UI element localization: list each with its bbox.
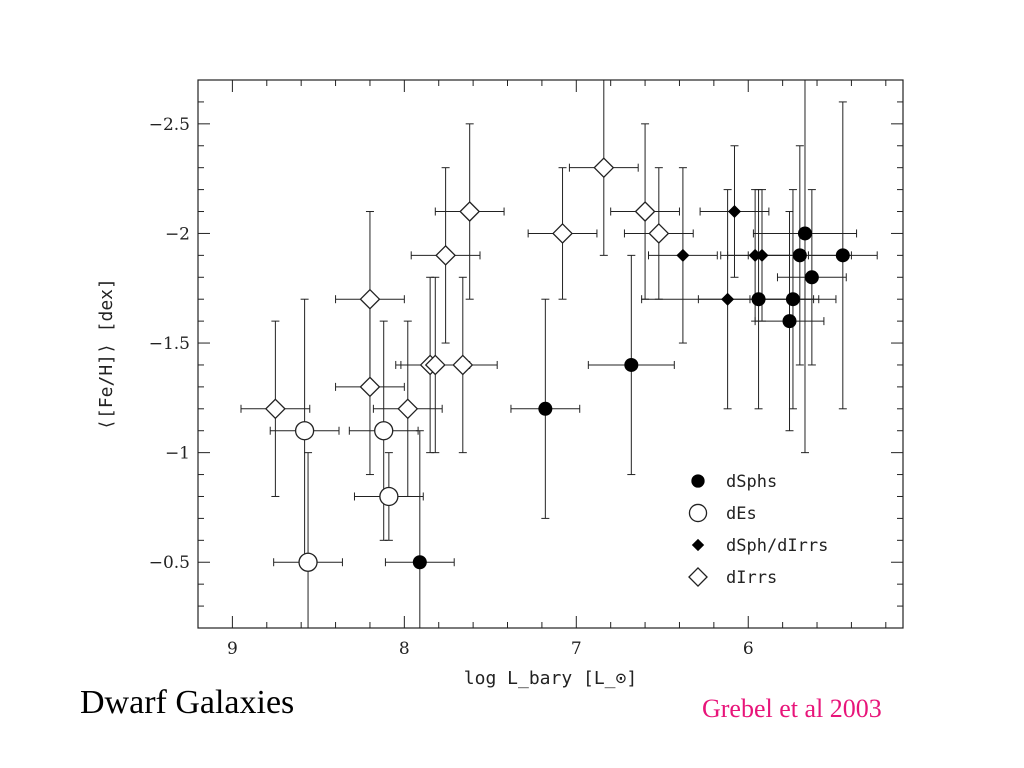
axes: 9 8 7 6 −2.5 −2 −1.5 −1 −0.5 log L_bary [L_⊙] ⟨[Fe…	[96, 79, 904, 689]
legend-label: dSph/dIrrs	[726, 536, 828, 556]
x-axis-label: log L_bary [L_⊙]	[464, 668, 637, 689]
marker-dsph	[538, 401, 553, 416]
legend-label: dSphs	[726, 472, 777, 492]
marker-dirr	[397, 398, 419, 420]
y-tick-label: −2	[165, 224, 190, 244]
y-tick-label: −1.5	[149, 334, 190, 354]
y-tick-label: −0.5	[149, 553, 190, 573]
citation: Grebel et al 2003	[702, 694, 882, 723]
data-markers	[264, 157, 850, 572]
marker-dirr	[452, 354, 474, 376]
marker-dsph	[785, 292, 800, 307]
marker-dirr	[688, 567, 708, 587]
x-tick-label: 7	[571, 639, 582, 659]
x-tick-label: 6	[743, 639, 754, 659]
marker-dsph	[412, 555, 427, 570]
legend: dSphs dEs dSph/dIrrs dIrrs	[688, 472, 828, 588]
marker-dsph-dirr	[748, 248, 762, 262]
marker-dirr	[264, 398, 286, 420]
marker-de	[688, 503, 708, 523]
marker-dirr	[634, 201, 656, 222]
plot-frame	[197, 79, 904, 629]
marker-dsph	[751, 292, 766, 307]
x-tick-label: 9	[227, 639, 238, 659]
marker-dirr	[648, 223, 670, 244]
marker-dsph-dirr	[691, 538, 705, 552]
marker-dirr	[359, 288, 381, 310]
y-tick-label: −2.5	[149, 115, 190, 135]
marker-dsph-dirr	[755, 248, 769, 262]
marker-dsph	[792, 248, 807, 263]
slide-title: Dwarf Galaxies	[80, 684, 295, 721]
marker-dsph	[624, 357, 639, 372]
marker-de	[379, 486, 399, 507]
marker-dirr	[435, 244, 457, 266]
y-tick-label: −1	[165, 444, 190, 464]
marker-dirr	[552, 223, 573, 244]
marker-dsph-dirr	[721, 292, 735, 306]
marker-dirr	[593, 157, 615, 179]
marker-dsph-dirr	[727, 205, 741, 219]
marker-dirr	[459, 201, 481, 222]
legend-label: dIrrs	[726, 568, 777, 588]
marker-de	[294, 421, 315, 441]
y-axis-label: ⟨[Fe/H]⟩ [dex]	[96, 278, 117, 430]
x-tick-label: 8	[399, 639, 410, 659]
marker-dsph	[804, 270, 819, 285]
legend-label: dEs	[726, 504, 757, 524]
marker-dsph	[691, 474, 705, 488]
marker-dsph	[835, 248, 850, 263]
marker-de	[374, 421, 394, 441]
marker-dsph-dirr	[676, 248, 690, 262]
marker-de	[298, 552, 318, 572]
marker-dsph	[782, 314, 797, 329]
marker-dsph	[797, 226, 812, 241]
marker-dirr	[359, 376, 381, 398]
marker-dirr	[424, 354, 446, 376]
